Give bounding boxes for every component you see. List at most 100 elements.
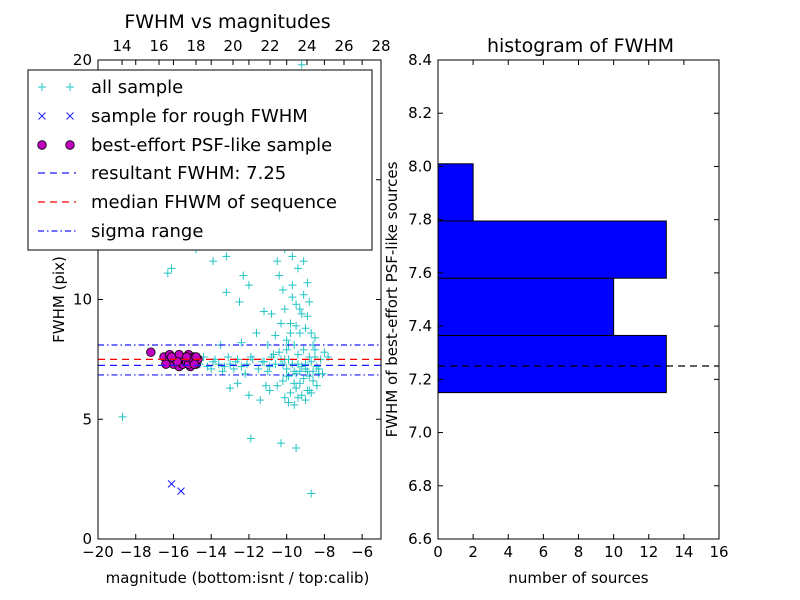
series-0-point-93 (301, 396, 310, 405)
series-0-point-78 (288, 281, 297, 290)
y-tick-label-4: 20 (73, 51, 92, 69)
histogram-title: histogram of FWHM (487, 35, 674, 57)
legend-swatch-2-b (65, 140, 75, 150)
hist-x-tick-label-0: 0 (433, 543, 443, 561)
series-0-point-96 (320, 348, 329, 357)
hist-y-tick-label-9: 8.4 (408, 51, 432, 69)
hist-x-tick-label-1: 2 (468, 543, 478, 561)
x-tick-label-2: −16 (158, 543, 190, 561)
series-0-point-71 (299, 290, 308, 299)
series-2-point-18 (161, 359, 171, 369)
y-tick-label-2: 10 (73, 291, 92, 309)
series-0-point-4 (239, 271, 248, 280)
legend-swatch-0-b (66, 83, 74, 91)
series-0-point-18 (226, 384, 235, 393)
histogram-y-axis-label: FWHM of best-effort PSF-like sources (383, 161, 401, 437)
scatter-panel: −20 −18 −16 −14 −12 −10 −8 −6 14 16 18 20 22 24 26 28 0 5… (27, 11, 391, 587)
series-0-point-153 (309, 367, 318, 376)
series-0-point-87 (305, 372, 314, 381)
series-0-point-69 (297, 60, 306, 69)
top-x-tick-label-0: 14 (112, 37, 131, 55)
series-0-point-132 (278, 376, 287, 385)
series-0-point-16 (292, 443, 301, 452)
histogram-panel: 0 2 4 6 8 10 12 14 16 6.6 6.8 7.0 7.2 7.4 7.6 7.8 8.0 8.2… (383, 35, 729, 587)
legend-swatch-1-a (38, 112, 46, 120)
series-0-point-81 (295, 329, 304, 338)
x-tick-label-3: −14 (195, 543, 227, 561)
series-0-point-0 (118, 412, 127, 421)
top-x-tick-label-4: 22 (260, 37, 279, 55)
scatter-y-axis-label: FWHM (pix) (50, 256, 68, 343)
series-0-point-34 (214, 360, 223, 369)
series-0-point-39 (243, 360, 252, 369)
x-tick-label-5: −10 (271, 543, 303, 561)
series-0-point-43 (265, 362, 274, 371)
legend-swatch-2 (37, 140, 75, 150)
series-0-point-41 (254, 364, 263, 373)
series-0-point-72 (303, 312, 312, 321)
series-0-point-54 (218, 367, 227, 376)
hist-y-tick-label-5: 7.6 (408, 264, 432, 282)
legend: all sample sample for rough FWHM best-effo… (27, 69, 373, 251)
series-0-point-35 (220, 362, 229, 371)
series-0-point-134 (305, 386, 314, 395)
series-0-point-22 (273, 381, 282, 390)
series-0-point-110 (267, 309, 276, 318)
histogram-ticks: 0 2 4 6 8 10 12 14 16 6.6 6.8 7.0 7.2 7.4 7.6 7.8 8.0 8.2… (408, 51, 728, 561)
x-tick-label-1: −18 (120, 543, 152, 561)
series-0-point-36 (226, 360, 235, 369)
series-0-point-97 (310, 333, 319, 342)
hist-x-tick-label-8: 16 (709, 543, 728, 561)
legend-label-3: resultant FWHM: 7.25 (91, 163, 286, 184)
legend-swatch-0-a (38, 83, 46, 91)
series-0-point-53 (278, 360, 287, 369)
series-0-point-157 (305, 352, 314, 361)
series-0-point-126 (293, 350, 302, 359)
series-0-point-108 (277, 319, 286, 328)
series-0-point-99 (295, 305, 304, 314)
scatter-title: FWHM vs magnitudes (124, 11, 330, 33)
histogram-bar-0 (437, 334, 667, 394)
series-0-point-23 (280, 393, 289, 402)
legend-label-5: sigma range (91, 221, 203, 242)
series-0-point-154 (297, 362, 306, 371)
series-0-point-38 (237, 362, 246, 371)
hist-x-tick-label-5: 10 (604, 543, 623, 561)
histogram-bar-3 (437, 163, 474, 222)
hist-y-tick-label-1: 6.8 (408, 477, 432, 495)
histogram-x-axis-label: number of sources (508, 569, 648, 587)
series-0-point-92 (292, 384, 301, 393)
series-2-point-24 (189, 359, 199, 369)
series-0-point-20 (256, 396, 265, 405)
series-0-point-2 (167, 264, 176, 273)
series-1-point-1-b (177, 487, 185, 495)
series-0-point-79 (292, 300, 301, 309)
series-0-point-48 (224, 352, 233, 361)
hist-x-tick-label-6: 12 (639, 543, 658, 561)
legend-label-1: sample for rough FWHM (91, 106, 308, 127)
top-x-tick-label-1: 16 (149, 37, 168, 55)
hist-y-tick-label-6: 7.8 (408, 211, 432, 229)
series-0-point-125 (282, 345, 291, 354)
series-0-point-136 (275, 348, 284, 357)
x-tick-label-0: −20 (82, 543, 114, 561)
legend-swatch-0 (38, 83, 74, 91)
series-0-point-1 (163, 269, 172, 278)
series-0-point-141 (299, 374, 308, 383)
legend-swatch-1 (38, 112, 74, 120)
top-x-tick-label-2: 18 (186, 37, 205, 55)
series-0-point-27 (261, 381, 270, 390)
hist-x-tick-label-7: 14 (674, 543, 693, 561)
series-0-point-17 (307, 489, 316, 498)
series-0-point-142 (286, 388, 295, 397)
series-0-point-137 (269, 350, 278, 359)
series-2-point-25 (166, 352, 177, 362)
histogram-bar-1 (437, 277, 615, 336)
legend-frame (27, 69, 373, 251)
scatter-ticks: −20 −18 −16 −14 −12 −10 −8 −6 14 16 18 20 22 24 26 28 0 5… (73, 37, 391, 561)
series-0-point-3 (209, 257, 218, 266)
series-0-point-135 (290, 400, 299, 409)
series-0-point-5 (244, 281, 253, 290)
hist-y-tick-label-8: 8.2 (408, 104, 432, 122)
